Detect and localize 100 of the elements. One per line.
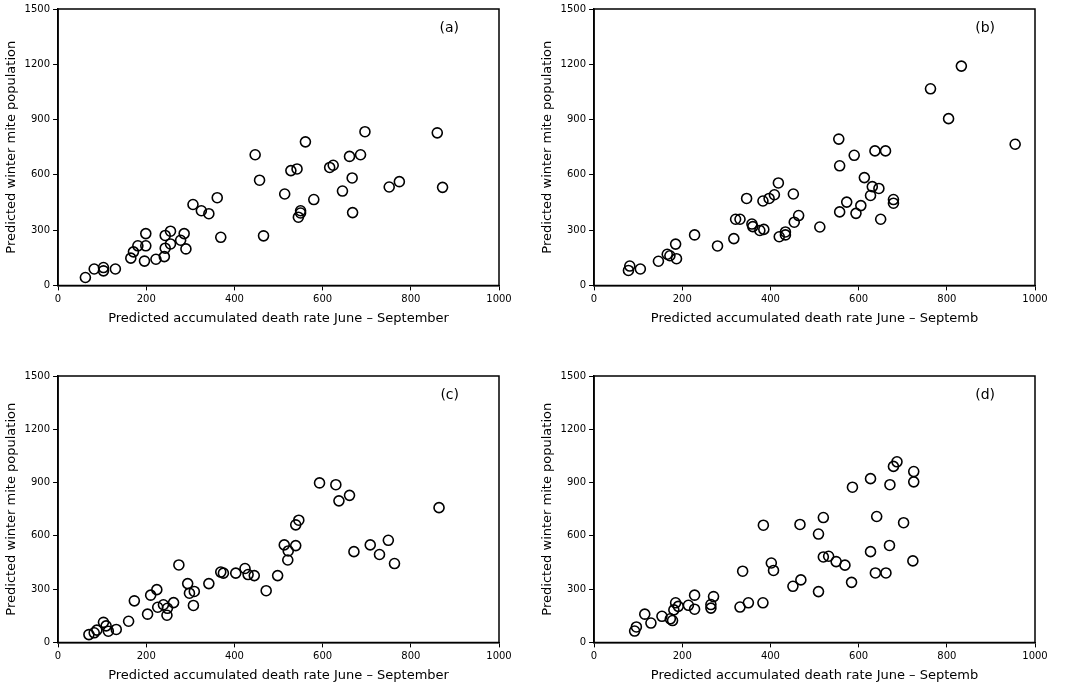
point: [887, 460, 900, 473]
point: [787, 580, 799, 593]
point: [757, 195, 769, 207]
point: [97, 616, 110, 629]
y-tick-label: 1500: [24, 369, 51, 381]
point: [907, 555, 919, 567]
y-tick-label: 900: [566, 113, 587, 125]
y-tick-label: 300: [30, 582, 51, 594]
point: [736, 565, 749, 577]
point: [138, 255, 151, 267]
point: [239, 562, 251, 575]
point: [907, 476, 920, 488]
point: [763, 192, 775, 205]
point: [140, 239, 152, 252]
point: [897, 516, 910, 529]
point: [388, 557, 401, 570]
x-tick-label: 600: [313, 292, 333, 304]
point: [373, 548, 386, 561]
point: [313, 477, 326, 489]
point: [281, 554, 294, 566]
point: [291, 163, 303, 175]
point: [707, 590, 720, 603]
point: [289, 539, 302, 552]
point: [323, 161, 336, 174]
point: [242, 568, 254, 581]
x-axis-title: Predicted accumulated death rate June – September: [108, 666, 450, 682]
point: [187, 198, 199, 211]
y-axis-title: Predicted winter mite population: [539, 40, 555, 254]
point: [110, 623, 123, 636]
annotation: (b): [975, 18, 995, 35]
point: [839, 559, 851, 571]
point: [832, 133, 845, 145]
point: [278, 539, 291, 551]
point: [758, 223, 770, 236]
y-tick-label: 0: [43, 635, 51, 647]
point: [141, 608, 154, 620]
x-tick-label: 600: [849, 292, 869, 304]
x-tick-label: 400: [224, 292, 244, 304]
point: [180, 243, 192, 255]
point: [669, 238, 682, 250]
x-tick-label: 800: [401, 292, 421, 304]
point: [833, 160, 846, 172]
point: [656, 610, 668, 623]
point: [83, 628, 95, 641]
point: [151, 583, 163, 596]
point: [140, 227, 152, 240]
y-tick-label: 1500: [24, 2, 51, 14]
y-tick-label: 900: [566, 476, 587, 488]
point: [880, 567, 892, 579]
point: [292, 211, 305, 224]
point: [682, 599, 695, 612]
point: [873, 182, 885, 195]
point: [795, 574, 807, 586]
point: [271, 569, 284, 582]
point: [260, 584, 272, 597]
point: [253, 174, 266, 186]
point: [144, 589, 157, 601]
point: [628, 625, 641, 637]
point: [887, 193, 900, 206]
point: [768, 188, 781, 201]
point: [773, 230, 786, 243]
point: [883, 539, 896, 552]
point: [229, 567, 242, 579]
y-tick-label: 1200: [560, 422, 587, 434]
point: [211, 191, 224, 204]
point: [754, 224, 766, 237]
y-tick-label: 300: [30, 223, 51, 235]
point: [159, 242, 171, 254]
x-tick-label: 400: [224, 649, 244, 661]
point: [327, 159, 339, 172]
point: [830, 555, 842, 568]
x-tick-label: 1000: [486, 649, 512, 661]
point: [97, 265, 110, 277]
point: [734, 601, 746, 613]
x-tick-label: 1000: [486, 292, 512, 304]
point: [151, 601, 164, 614]
point: [102, 625, 115, 638]
x-axis-title: Predicted accumulated death rate June – September: [108, 309, 450, 325]
point: [128, 595, 141, 607]
point: [688, 589, 701, 601]
point: [740, 192, 753, 205]
point: [159, 229, 171, 242]
x-tick-label: 1000: [1022, 292, 1048, 304]
point: [293, 514, 305, 527]
point: [869, 567, 882, 579]
x-tick-label: 200: [672, 292, 692, 304]
point: [879, 145, 892, 157]
point: [431, 127, 444, 139]
point: [393, 175, 406, 188]
point: [158, 250, 171, 263]
x-axis-title: Predicted accumulated death rate June – Septemb: [650, 309, 979, 325]
point: [122, 615, 135, 628]
x-tick-label: 800: [401, 649, 421, 661]
y-axis-title: Predicted winter mite population: [3, 402, 19, 616]
point: [757, 519, 770, 531]
annotation: (d): [975, 385, 995, 402]
point: [308, 193, 320, 206]
point: [346, 206, 359, 219]
point: [364, 539, 377, 551]
point: [817, 551, 830, 563]
